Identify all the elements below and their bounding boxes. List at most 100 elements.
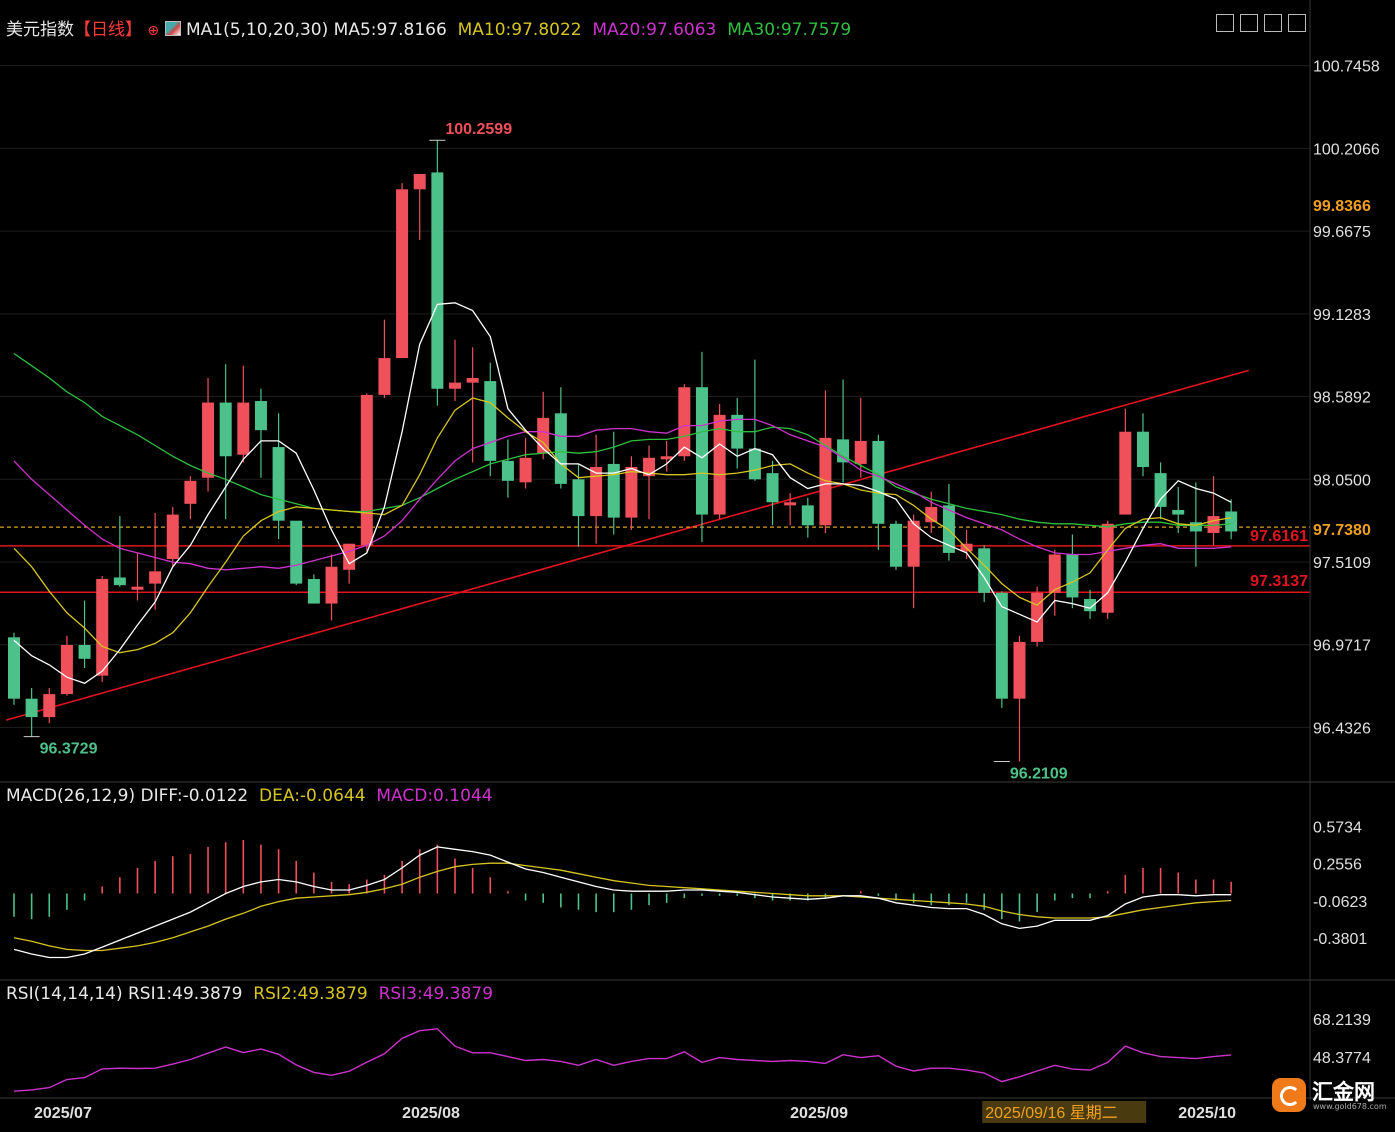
price-tick-label: 97.5109 <box>1313 555 1371 572</box>
period-label[interactable]: 【日线】 <box>74 20 142 40</box>
candle-body <box>60 644 73 695</box>
ma-params: MA1(5,10,20,30) <box>185 20 329 40</box>
price-tick-label: 100.2066 <box>1313 141 1380 158</box>
price-tick-label: 99.1283 <box>1313 307 1371 324</box>
candle-body <box>907 520 920 567</box>
candle-body <box>1154 473 1167 507</box>
ma5-line <box>13 302 1232 685</box>
candle-body <box>1136 431 1149 468</box>
crosshair-date-bg <box>982 1101 1147 1123</box>
candle-body <box>537 417 550 454</box>
date-axis-label: 2025/08 <box>402 1105 460 1122</box>
candle-body <box>325 566 338 604</box>
layout-icon[interactable] <box>1240 14 1258 32</box>
restore-icon[interactable] <box>1264 14 1282 32</box>
date-axis-label: 2025/09 <box>790 1105 848 1122</box>
price-tag: 99.8366 <box>1313 198 1371 215</box>
candle-body <box>78 644 91 659</box>
close-panel-icon[interactable] <box>1288 14 1306 32</box>
dea-line <box>13 862 1232 952</box>
price-tick-label: 98.5892 <box>1313 390 1371 407</box>
macd-panel: 0.5734 0.2556 -0.0623 -0.3801 <box>13 820 1367 959</box>
candle-body <box>819 437 832 526</box>
price-tick-label: 98.0500 <box>1313 472 1371 489</box>
diff-line <box>13 846 1232 959</box>
add-icon[interactable]: ⊕ <box>147 23 160 39</box>
last-price-tag-bg <box>1311 517 1383 540</box>
candle-body <box>202 402 215 478</box>
candle-body <box>272 447 285 521</box>
candle-body <box>925 506 938 523</box>
candle-body <box>431 172 444 389</box>
candle-body <box>801 505 814 526</box>
candle-body <box>1013 641 1026 699</box>
date-axis-label: 2025/10 <box>1178 1105 1236 1122</box>
candle-body <box>660 456 673 460</box>
candle-body <box>1048 554 1061 593</box>
candle-body <box>784 502 797 506</box>
candle-body <box>360 394 373 546</box>
candle-body <box>43 694 56 718</box>
candle-body <box>854 440 867 464</box>
macd-header: MACD(26,12,9) DIFF:-0.0122 DEA:-0.0644 M… <box>6 786 493 806</box>
candle-body <box>942 505 955 553</box>
candle-body <box>554 413 567 484</box>
candle-body <box>396 189 409 359</box>
candle-body <box>96 579 109 676</box>
candle-body <box>872 440 885 524</box>
candle-body <box>484 381 497 461</box>
rsi-tick-label: 48.3774 <box>1313 1050 1371 1067</box>
candle-body <box>8 637 20 699</box>
candle-body <box>890 523 902 567</box>
candle-body <box>678 387 691 457</box>
candle-body <box>995 592 1008 699</box>
candle-body <box>1066 554 1079 598</box>
price-annotations: 97.6161 97.3137 100.2599 96.3729 96.2109 <box>23 121 1308 782</box>
macd-value: MACD:0.1044 <box>376 786 493 806</box>
date-axis-label: 2025/07 <box>34 1105 92 1122</box>
candle-body <box>572 479 585 517</box>
macd-tick-label: 0.2556 <box>1313 857 1362 874</box>
candle-body <box>466 378 479 383</box>
candle-body <box>1189 522 1202 532</box>
rsi-tick-label: 68.2139 <box>1313 1012 1371 1029</box>
candle-body <box>149 571 162 584</box>
chart-header: 美元指数【日线】 ⊕ MA1(5,10,20,30) MA5:97.8166 M… <box>6 15 851 40</box>
candle-body <box>1225 511 1238 532</box>
logo-url: www.gold678.com <box>1313 1102 1387 1111</box>
macd-diff: DIFF:-0.0122 <box>140 786 249 806</box>
ma10-value: MA10:97.8022 <box>457 20 582 40</box>
candle-body <box>1101 523 1114 613</box>
rsi-header: RSI(14,14,14) RSI1:49.3879 RSI2:49.3879 … <box>6 984 493 1004</box>
fullscreen-icon[interactable] <box>1216 14 1234 32</box>
support-label: 97.3137 <box>1250 573 1308 590</box>
candle-body <box>748 448 761 480</box>
candle-body <box>766 473 779 503</box>
high-label: 100.2599 <box>445 121 512 138</box>
candle-body <box>1119 431 1132 515</box>
rsi-params: RSI(14,14,14) <box>6 984 123 1004</box>
rsi-line <box>13 1028 1232 1092</box>
rsi2-value: RSI2:49.3879 <box>253 984 368 1004</box>
low-label: 96.2109 <box>1010 765 1068 782</box>
macd-tick-label: -0.0623 <box>1313 894 1367 911</box>
candle-body <box>607 463 620 518</box>
candle-body <box>166 514 179 560</box>
price-tick-label: 100.7458 <box>1313 59 1380 76</box>
low-label: 96.3729 <box>40 741 98 758</box>
candle-body <box>378 358 391 395</box>
price-tag-bg <box>1311 193 1383 216</box>
price-tick-label: 99.6675 <box>1313 224 1371 241</box>
macd-params: MACD(26,12,9) <box>6 786 136 806</box>
ma20-line <box>13 418 1232 571</box>
ma-indicator-icon[interactable] <box>164 21 181 36</box>
candle-body <box>449 382 461 389</box>
gridlines <box>0 65 1395 1099</box>
ma30-line <box>13 352 1232 528</box>
logo-name: 汇金网 <box>1312 1080 1375 1104</box>
instrument-name: 美元指数 <box>6 20 74 40</box>
trendlines <box>0 369 1310 721</box>
candle-body <box>1172 509 1185 515</box>
candle-body <box>695 387 708 515</box>
